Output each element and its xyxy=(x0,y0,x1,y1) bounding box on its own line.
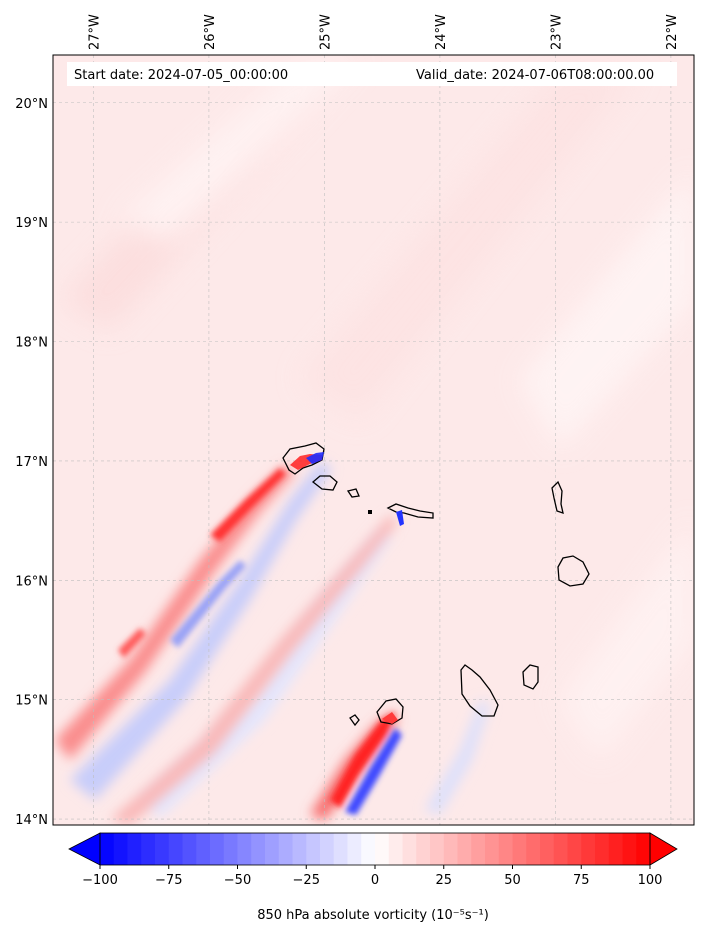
island-santiago xyxy=(460,664,499,717)
colorbar-swatch xyxy=(320,833,335,865)
colorbar-swatch xyxy=(265,833,280,865)
lat-label: 14°N xyxy=(15,813,48,828)
strong-vorticity-cores xyxy=(118,468,402,815)
date-info-box xyxy=(67,62,677,86)
colorbar-tick-label: 100 xyxy=(638,873,663,888)
lat-label: 18°N xyxy=(15,336,48,351)
colorbar-swatch xyxy=(333,833,348,865)
lat-label: 19°N xyxy=(15,216,48,231)
colorbar-swatch xyxy=(608,833,623,865)
colorbar-swatch xyxy=(388,833,403,865)
colorbar-swatch xyxy=(223,833,238,865)
colorbar-tick-label: −25 xyxy=(293,873,320,888)
colorbar-swatches xyxy=(100,833,651,865)
colorbar-swatch xyxy=(595,833,610,865)
lon-label: 22°W xyxy=(665,14,680,50)
colorbar-tick-label: −50 xyxy=(224,873,251,888)
lat-label: 15°N xyxy=(15,694,48,709)
colorbar-swatch xyxy=(155,833,170,865)
colorbar-swatch xyxy=(471,833,486,865)
colorbar-swatch xyxy=(168,833,183,865)
colorbar-swatch xyxy=(141,833,156,865)
colorbar-swatch xyxy=(127,833,142,865)
colorbar-tick-label: 50 xyxy=(504,873,521,888)
colorbar-swatch xyxy=(457,833,472,865)
lon-label: 26°W xyxy=(203,14,218,50)
colorbar-swatch xyxy=(375,833,390,865)
colorbar-tick-label: −75 xyxy=(155,873,182,888)
colorbar-swatch xyxy=(113,833,128,865)
colorbar-swatch xyxy=(553,833,568,865)
lon-label: 23°W xyxy=(549,14,564,50)
colorbar-swatch xyxy=(278,833,293,865)
island-maio xyxy=(522,664,539,690)
lat-label: 17°N xyxy=(15,455,48,470)
lon-label: 27°W xyxy=(87,14,102,50)
colorbar-swatch xyxy=(512,833,527,865)
gridlines xyxy=(53,55,694,825)
island-boa-vista xyxy=(557,555,590,587)
colorbar-swatch xyxy=(636,833,651,865)
island-santa-luzia xyxy=(346,488,360,498)
island-brava xyxy=(349,714,360,727)
island-sal xyxy=(551,480,564,514)
colorbar-extend-high xyxy=(649,832,678,866)
map-frame xyxy=(52,54,695,826)
colorbar-extend-low xyxy=(68,832,101,866)
colorbar: −100 −75 −50 −25 0 25 50 75 100 850 hPa absolute… xyxy=(68,832,678,923)
colorbar-swatch xyxy=(430,833,445,865)
lat-label: 20°N xyxy=(15,97,48,112)
colorbar-swatch xyxy=(292,833,307,865)
lon-label: 24°W xyxy=(434,14,449,50)
colorbar-swatch xyxy=(581,833,596,865)
colorbar-swatch xyxy=(540,833,555,865)
map-panel: Start date: 2024-07-05_00:00:00 Valid_da… xyxy=(53,55,694,825)
longitude-labels: 27°W 26°W 25°W 24°W 23°W 22°W xyxy=(87,14,679,50)
colorbar-tick-label: −100 xyxy=(82,873,118,888)
colorbar-ticks: −100 −75 −50 −25 0 25 50 75 100 xyxy=(82,865,662,888)
colorbar-swatch xyxy=(182,833,197,865)
colorbar-tick-label: 25 xyxy=(435,873,452,888)
colorbar-swatch xyxy=(237,833,252,865)
colorbar-swatch xyxy=(361,833,376,865)
island-sao-vicente xyxy=(311,475,338,491)
colorbar-swatch xyxy=(196,833,211,865)
colorbar-swatch xyxy=(100,833,115,865)
colorbar-swatch xyxy=(251,833,266,865)
colorbar-tick-label: 0 xyxy=(371,873,379,888)
latitude-labels: 20°N 19°N 18°N 17°N 16°N 15°N 14°N xyxy=(15,97,48,828)
colorbar-swatch xyxy=(306,833,321,865)
island-fogo xyxy=(376,698,404,725)
colorbar-swatch xyxy=(416,833,431,865)
colorbar-tick-label: 75 xyxy=(573,873,590,888)
colorbar-swatch xyxy=(347,833,362,865)
colorbar-swatch xyxy=(622,833,637,865)
valid-date: Valid_date: 2024-07-06T08:00:00.00 xyxy=(416,68,654,83)
island-boundary-vorticity xyxy=(290,452,404,724)
lon-label: 25°W xyxy=(318,14,333,50)
colorbar-swatch xyxy=(443,833,458,865)
start-date: Start date: 2024-07-05_00:00:00 xyxy=(74,68,288,83)
lat-label: 16°N xyxy=(15,574,48,589)
colorbar-swatch xyxy=(498,833,513,865)
colorbar-swatch xyxy=(485,833,500,865)
colorbar-swatch xyxy=(210,833,225,865)
colorbar-swatch xyxy=(526,833,541,865)
colorbar-label: 850 hPa absolute vorticity (10⁻⁵s⁻¹) xyxy=(257,908,489,923)
colorbar-swatch xyxy=(567,833,582,865)
colorbar-swatch xyxy=(402,833,417,865)
